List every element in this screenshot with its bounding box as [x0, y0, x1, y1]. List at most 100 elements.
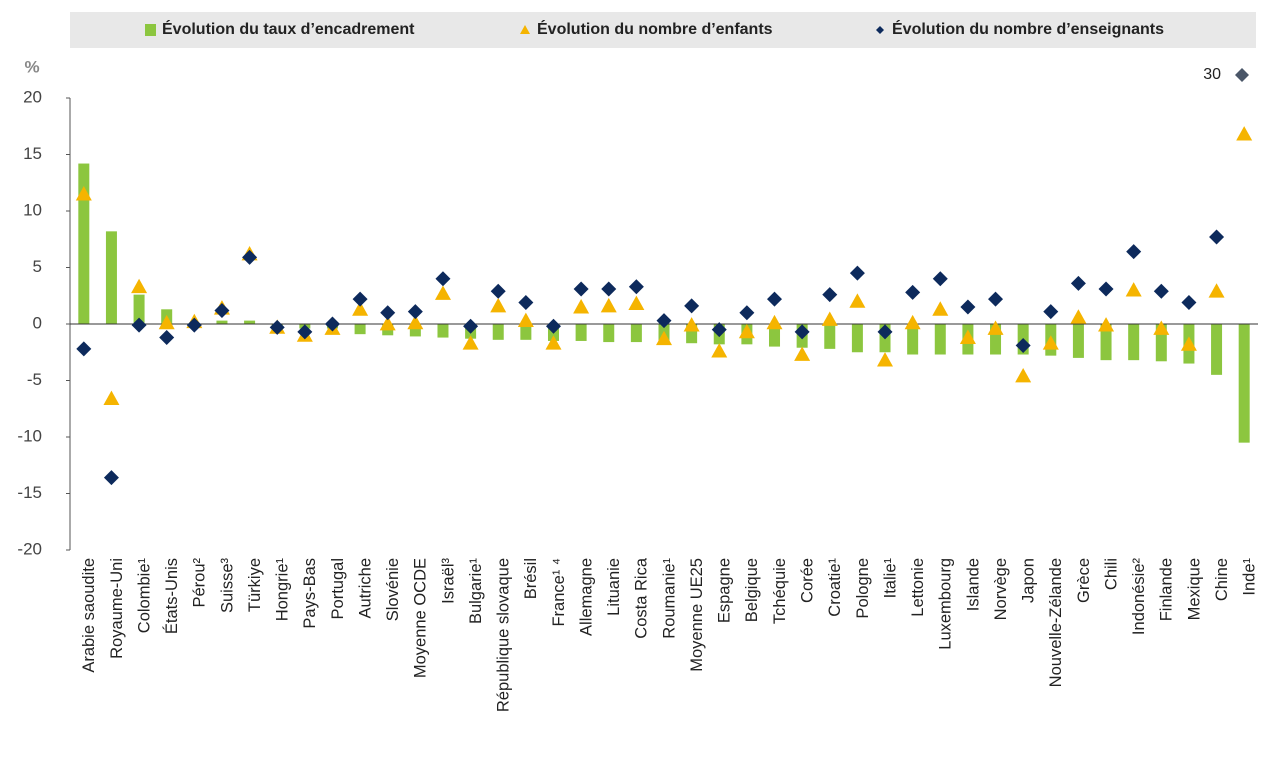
triangle-marker	[158, 314, 175, 330]
triangle-marker	[517, 312, 534, 328]
triangle-marker	[1125, 282, 1142, 297]
y-tick-label: 0	[33, 313, 42, 332]
x-tick-label: Türkiye	[246, 558, 264, 612]
triangle-marker	[628, 295, 645, 311]
diamond-marker	[822, 287, 838, 303]
diamond-marker	[1209, 229, 1225, 245]
x-tick-label: France¹ ⁴	[550, 558, 568, 627]
diamond-marker	[1235, 68, 1249, 82]
diamond-marker	[960, 299, 976, 315]
x-tick-label: Brésil	[522, 558, 540, 599]
bar	[78, 163, 90, 324]
diamond-marker	[794, 324, 810, 340]
y-tick-label: -10	[17, 426, 42, 445]
triangle-marker	[932, 301, 949, 316]
x-tick-label: Slovénie	[384, 558, 402, 621]
triangle-marker	[959, 329, 976, 344]
x-tick-label: Luxembourg	[937, 558, 955, 650]
triangle-marker	[656, 330, 672, 346]
legend-background	[70, 12, 1256, 48]
diamond-marker	[269, 319, 285, 335]
bar	[409, 324, 421, 337]
x-tick-label: Lituanie	[605, 558, 623, 616]
x-tick-label: Suisse³	[218, 558, 236, 614]
y-tick-label: 10	[23, 200, 42, 219]
diamond-marker	[380, 305, 396, 321]
diamond-marker	[905, 284, 921, 300]
triangle-marker	[1015, 367, 1032, 383]
bar	[437, 324, 449, 338]
diamond-marker	[711, 322, 727, 338]
value-label: 30	[1203, 66, 1221, 83]
triangle-marker	[1236, 126, 1253, 141]
diamond-marker	[1098, 281, 1114, 297]
triangle-marker	[573, 299, 590, 314]
x-tick-label: Indonésie²	[1130, 558, 1148, 636]
diamond-marker	[545, 318, 561, 334]
triangle-marker	[738, 323, 755, 339]
bar	[1155, 324, 1167, 362]
y-tick-label: -15	[17, 483, 42, 502]
x-tick-label: Pologne	[854, 558, 872, 619]
bar	[1238, 324, 1250, 443]
diamond-marker	[849, 265, 865, 281]
x-tick-label: Japon	[1020, 558, 1038, 603]
y-tick-label: 20	[23, 87, 42, 106]
bar	[990, 324, 1002, 355]
diamond-marker	[76, 341, 92, 357]
triangle-marker	[849, 293, 866, 308]
x-tick-label: Grèce	[1075, 558, 1093, 603]
bar	[630, 324, 642, 343]
diamond-marker	[877, 324, 893, 340]
bar	[603, 324, 615, 343]
triangle-marker	[600, 297, 617, 313]
legend-label: Évolution du taux d’encadrement	[162, 19, 415, 38]
bar	[105, 231, 117, 324]
triangle-marker	[1098, 317, 1115, 332]
diamond-marker	[1043, 304, 1059, 320]
diamond-marker	[242, 249, 258, 265]
diamond-marker	[739, 305, 755, 321]
y-tick-label: 15	[23, 144, 42, 163]
bar	[907, 324, 919, 355]
diamond-marker	[352, 291, 368, 307]
triangle-marker	[877, 352, 894, 367]
x-tick-label: Finlande	[1158, 558, 1176, 621]
bar	[492, 324, 504, 340]
x-tick-label: Hongrie¹	[274, 557, 292, 621]
x-tick-label: Bulgarie¹	[467, 558, 485, 625]
diamond-marker	[684, 298, 700, 314]
bar	[824, 324, 836, 349]
bar	[686, 324, 698, 344]
y-tick-label: -20	[17, 539, 42, 558]
bar	[851, 324, 863, 353]
bar	[1072, 324, 1084, 358]
bar	[1100, 324, 1112, 361]
bar	[934, 324, 946, 355]
triangle-marker	[821, 311, 838, 326]
legend-label: Évolution du nombre d’enfants	[537, 19, 773, 38]
diamond-marker	[159, 330, 175, 346]
diamond-marker	[628, 279, 644, 295]
x-tick-label: Arabie saoudite	[80, 558, 98, 673]
triangle-marker	[683, 317, 700, 332]
diamond-marker	[131, 317, 147, 333]
triangle-marker	[131, 278, 148, 294]
triangle-marker	[490, 297, 507, 313]
triangle-marker	[462, 335, 479, 350]
legend-swatch	[145, 24, 156, 36]
bar	[1211, 324, 1223, 375]
triangle-marker	[1153, 320, 1170, 335]
bar	[520, 324, 532, 340]
x-tick-label: Espagne	[716, 558, 734, 623]
legend-label: Évolution du nombre d’enseignants	[892, 19, 1164, 38]
diamond-marker	[988, 291, 1004, 307]
diamond-marker	[324, 316, 340, 332]
x-tick-label: Pays-Bas	[301, 558, 319, 629]
x-tick-label: Moyenne UE25	[688, 558, 706, 672]
x-tick-label: Italie¹	[881, 558, 899, 599]
x-tick-label: Tchéquie	[771, 558, 789, 624]
triangle-marker	[1042, 335, 1059, 350]
x-tick-label: Inde¹	[1241, 557, 1259, 595]
